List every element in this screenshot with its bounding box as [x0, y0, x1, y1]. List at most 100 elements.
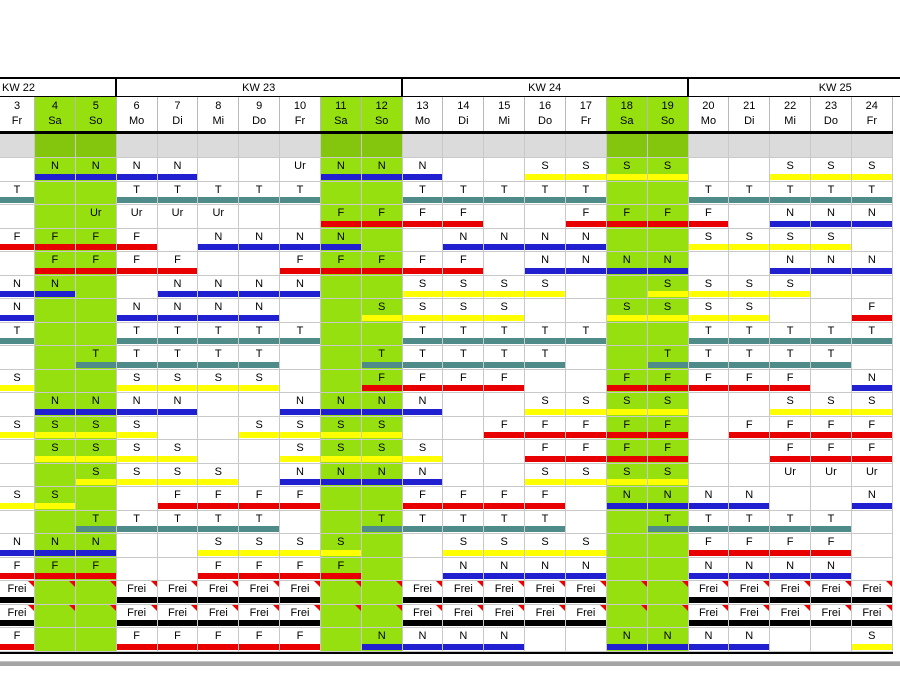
shift-cell[interactable]: F: [770, 369, 812, 393]
shift-cell[interactable]: F: [443, 487, 485, 511]
shift-cell[interactable]: [0, 158, 35, 182]
shift-cell[interactable]: [811, 299, 852, 323]
day-header-cell[interactable]: 13 Mo: [403, 97, 444, 131]
shift-cell[interactable]: [525, 369, 566, 393]
shift-cell[interactable]: [525, 205, 566, 229]
shift-cell[interactable]: N: [729, 628, 771, 652]
shift-cell[interactable]: Frei: [198, 604, 240, 628]
shift-cell[interactable]: Frei: [484, 581, 526, 605]
shift-cell[interactable]: N: [606, 252, 648, 276]
shift-cell[interactable]: T: [729, 181, 771, 205]
shift-cell[interactable]: [157, 228, 199, 252]
shift-cell[interactable]: [320, 628, 362, 652]
day-header-cell[interactable]: 19 So: [647, 97, 689, 131]
shift-cell[interactable]: T: [443, 510, 485, 534]
shift-cell[interactable]: F: [729, 534, 771, 558]
shift-cell[interactable]: [484, 440, 526, 464]
shift-cell[interactable]: [606, 275, 648, 299]
shift-cell[interactable]: T: [75, 346, 117, 370]
shift-cell[interactable]: T: [565, 181, 607, 205]
day-header-cell[interactable]: 16 Do: [525, 97, 566, 131]
shift-cell[interactable]: Ur: [280, 158, 321, 182]
shift-cell[interactable]: [35, 510, 76, 534]
shift-cell[interactable]: Ur: [811, 463, 852, 487]
shift-cell[interactable]: [606, 557, 648, 581]
shift-cell[interactable]: N: [35, 534, 76, 558]
shift-cell[interactable]: [647, 557, 689, 581]
shift-cell[interactable]: [565, 487, 607, 511]
spacer-cell[interactable]: [647, 134, 689, 158]
shift-cell[interactable]: [688, 393, 730, 417]
shift-cell[interactable]: [361, 557, 403, 581]
shift-cell[interactable]: N: [851, 252, 893, 276]
shift-cell[interactable]: [239, 463, 281, 487]
spacer-cell[interactable]: [0, 134, 35, 158]
shift-cell[interactable]: S: [35, 440, 76, 464]
shift-cell[interactable]: T: [484, 322, 526, 346]
shift-cell[interactable]: T: [811, 346, 852, 370]
shift-cell[interactable]: S: [157, 369, 199, 393]
shift-cell[interactable]: F: [443, 205, 485, 229]
shift-cell[interactable]: Frei: [770, 581, 812, 605]
shift-cell[interactable]: [729, 252, 771, 276]
day-header-cell[interactable]: 7 Di: [158, 97, 199, 131]
shift-cell[interactable]: F: [729, 416, 771, 440]
shift-cell[interactable]: [239, 393, 281, 417]
shift-cell[interactable]: N: [157, 275, 199, 299]
shift-cell[interactable]: N: [280, 393, 321, 417]
shift-cell[interactable]: Frei: [280, 581, 321, 605]
shift-cell[interactable]: T: [198, 322, 240, 346]
shift-cell[interactable]: S: [116, 463, 158, 487]
spacer-cell[interactable]: [770, 134, 812, 158]
shift-cell[interactable]: T: [402, 346, 444, 370]
shift-cell[interactable]: N: [320, 228, 362, 252]
shift-cell[interactable]: [361, 581, 403, 605]
shift-cell[interactable]: [320, 275, 362, 299]
shift-cell[interactable]: T: [565, 322, 607, 346]
shift-cell[interactable]: S: [157, 463, 199, 487]
shift-cell[interactable]: [239, 252, 281, 276]
shift-cell[interactable]: [361, 275, 403, 299]
shift-cell[interactable]: T: [851, 181, 893, 205]
shift-cell[interactable]: S: [688, 228, 730, 252]
shift-cell[interactable]: [35, 205, 76, 229]
shift-cell[interactable]: N: [157, 393, 199, 417]
spacer-cell[interactable]: [688, 134, 730, 158]
shift-cell[interactable]: F: [157, 487, 199, 511]
shift-cell[interactable]: S: [565, 158, 607, 182]
spacer-cell[interactable]: [320, 134, 362, 158]
shift-cell[interactable]: T: [443, 181, 485, 205]
shift-cell[interactable]: F: [198, 628, 240, 652]
shift-cell[interactable]: [239, 205, 281, 229]
day-header-cell[interactable]: 15 Mi: [484, 97, 526, 131]
spacer-cell[interactable]: [35, 134, 76, 158]
shift-cell[interactable]: Frei: [239, 604, 281, 628]
shift-cell[interactable]: T: [770, 346, 812, 370]
week-group-header[interactable]: KW 22: [0, 79, 117, 96]
shift-cell[interactable]: [0, 346, 35, 370]
day-header-cell[interactable]: 17 Fr: [566, 97, 607, 131]
shift-cell[interactable]: Frei: [116, 604, 158, 628]
day-header-cell[interactable]: 12 So: [361, 97, 403, 131]
shift-cell[interactable]: [320, 581, 362, 605]
shift-cell[interactable]: [851, 557, 893, 581]
shift-cell[interactable]: N: [116, 393, 158, 417]
day-header-cell[interactable]: 10 Fr: [280, 97, 321, 131]
shift-cell[interactable]: F: [770, 440, 812, 464]
shift-cell[interactable]: T: [239, 322, 281, 346]
shift-cell[interactable]: S: [565, 393, 607, 417]
shift-cell[interactable]: T: [688, 510, 730, 534]
shift-cell[interactable]: S: [361, 416, 403, 440]
shift-cell[interactable]: S: [198, 534, 240, 558]
shift-cell[interactable]: T: [402, 322, 444, 346]
shift-cell[interactable]: F: [402, 487, 444, 511]
shift-cell[interactable]: Frei: [565, 604, 607, 628]
shift-cell[interactable]: F: [565, 205, 607, 229]
shift-cell[interactable]: S: [0, 487, 35, 511]
shift-cell[interactable]: T: [484, 346, 526, 370]
shift-cell[interactable]: N: [851, 369, 893, 393]
shift-cell[interactable]: S: [75, 463, 117, 487]
shift-cell[interactable]: S: [280, 440, 321, 464]
shift-cell[interactable]: [198, 252, 240, 276]
shift-cell[interactable]: N: [525, 557, 566, 581]
